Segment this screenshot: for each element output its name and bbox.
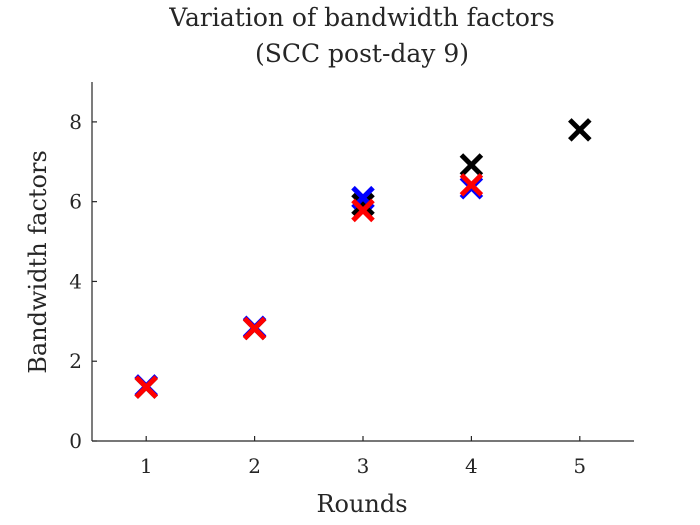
x-marker (351, 198, 375, 223)
x-marker (459, 173, 484, 197)
y-axis-label: Bandwidth factors (24, 150, 52, 374)
x-marker-stroke (459, 153, 484, 177)
y-tick-label: 0 (69, 429, 82, 453)
x-marker (242, 316, 267, 341)
data-markers (134, 118, 592, 399)
y-tick-label: 8 (69, 110, 82, 134)
x-marker (459, 153, 484, 177)
x-tick-label: 1 (140, 454, 153, 478)
chart-subtitle: (SCC post-day 9) (255, 39, 469, 68)
x-marker (134, 375, 158, 399)
chart-title: Variation of bandwidth factors (168, 3, 554, 32)
x-marker-stroke (242, 316, 267, 341)
x-marker-stroke (351, 198, 375, 223)
x-marker-stroke (351, 192, 375, 217)
series-1 (134, 118, 592, 399)
axis-ticks: 1 2 3 4 5 0 2 4 6 8 (69, 110, 586, 478)
x-tick-label: 5 (573, 454, 586, 478)
x-tick-label: 2 (248, 454, 261, 478)
x-marker-stroke (568, 118, 592, 142)
x-tick-label: 3 (357, 454, 370, 478)
plot-axes (91, 82, 634, 442)
y-tick-label: 4 (69, 269, 82, 293)
x-tick-label: 4 (465, 454, 478, 478)
x-marker-stroke (134, 375, 158, 399)
series-2 (134, 175, 484, 398)
x-marker (351, 192, 375, 217)
x-marker (568, 118, 592, 142)
x-marker-stroke (459, 173, 484, 197)
y-tick-label: 2 (69, 349, 82, 373)
y-tick-label: 6 (69, 190, 82, 214)
x-axis-label: Rounds (316, 490, 407, 518)
series-3 (134, 173, 484, 399)
